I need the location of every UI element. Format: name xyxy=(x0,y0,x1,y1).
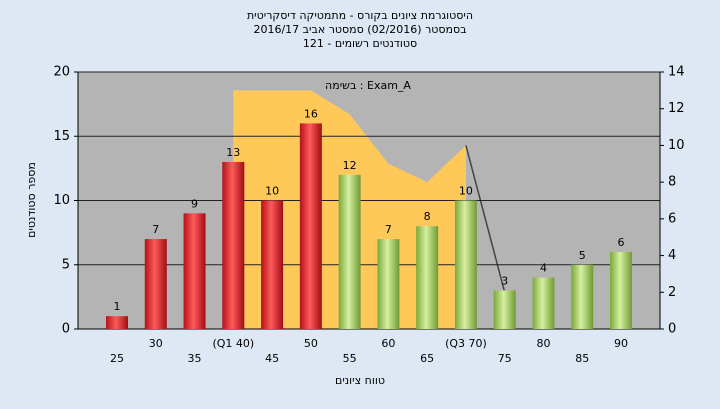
chart-subtitle: בסמסטר (02/2016) סמסטר אביב 2016/17 xyxy=(253,23,466,36)
annotation: בשימה : Exam_A xyxy=(325,79,411,92)
y2-tick-label: 0 xyxy=(668,322,676,337)
y2-tick-label: 8 xyxy=(668,175,676,190)
bar xyxy=(532,277,555,329)
y-axis-label: מספר סטודנטים xyxy=(25,162,38,238)
value-label: 8 xyxy=(424,210,431,223)
bar xyxy=(493,290,516,329)
chart-title: היסטוגרמת ציונים בקורס - מתמטיקה דיסקריט… xyxy=(247,9,473,22)
y2-tick-label: 12 xyxy=(668,101,685,116)
y2-tick-label: 14 xyxy=(668,65,685,80)
y2-tick-label: 2 xyxy=(668,285,676,300)
bar xyxy=(144,239,167,329)
x-tick-label: 75 xyxy=(498,352,512,365)
y-tick-label: 0 xyxy=(62,322,70,337)
value-label: 9 xyxy=(191,197,198,210)
value-label: 3 xyxy=(501,274,508,287)
value-label: 6 xyxy=(618,236,625,249)
y2-tick-label: 10 xyxy=(668,138,685,153)
value-label: 5 xyxy=(579,249,586,262)
value-label: 16 xyxy=(304,107,318,120)
x-tick-label: 50 xyxy=(304,337,318,350)
x-tick-label: 25 xyxy=(110,352,124,365)
bar xyxy=(454,200,477,329)
x-tick-label: (Q1 40) xyxy=(212,337,254,350)
bar xyxy=(571,264,594,329)
line xyxy=(465,145,506,293)
value-label: 7 xyxy=(385,223,392,236)
value-label: 1 xyxy=(114,300,121,313)
x-tick-label: 90 xyxy=(614,337,628,350)
x-tick-label: 60 xyxy=(381,337,395,350)
x-axis-label: טווח ציונים xyxy=(335,374,385,387)
x-tick-label: 35 xyxy=(188,352,202,365)
value-label: 10 xyxy=(265,185,279,198)
y2-tick-label: 4 xyxy=(668,248,676,263)
y-tick-label: 5 xyxy=(62,257,70,272)
bar xyxy=(261,200,284,329)
value-label: 12 xyxy=(343,159,357,172)
bar xyxy=(183,213,206,329)
x-tick-label: (Q3 70) xyxy=(445,337,487,350)
value-label: 7 xyxy=(152,223,159,236)
bar xyxy=(338,174,361,329)
x-tick-label: 30 xyxy=(149,337,163,350)
bar xyxy=(377,239,400,329)
chart-subtitle: סטודנטים רשומים - 121 xyxy=(303,37,417,50)
x-tick-label: 85 xyxy=(575,352,589,365)
y-tick-label: 20 xyxy=(53,65,70,80)
x-tick-label: 45 xyxy=(265,352,279,365)
value-label: 10 xyxy=(459,185,473,198)
value-label: 4 xyxy=(540,262,547,275)
y2-tick-label: 6 xyxy=(668,211,676,226)
y-tick-label: 10 xyxy=(53,193,70,208)
bar xyxy=(610,251,633,329)
bar xyxy=(299,123,322,330)
value-label: 13 xyxy=(226,146,240,159)
bar xyxy=(416,226,439,329)
x-tick-label: 65 xyxy=(420,352,434,365)
x-tick-label: 80 xyxy=(536,337,550,350)
bar xyxy=(222,161,245,329)
y-tick-label: 15 xyxy=(53,129,70,144)
x-tick-label: 55 xyxy=(343,352,357,365)
bar xyxy=(106,316,128,329)
